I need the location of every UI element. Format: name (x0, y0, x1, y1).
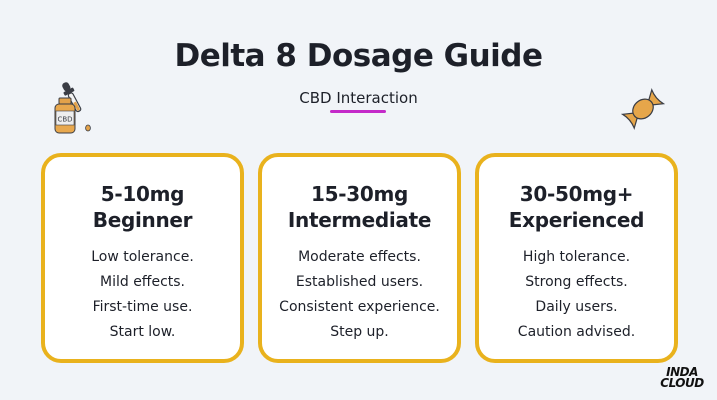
card-dose: 5-10mg (100, 182, 185, 206)
card-dose: 30-50mg+ (519, 182, 634, 206)
card-line: Low tolerance. (91, 249, 194, 265)
card-line: Start low. (109, 324, 176, 340)
card-dose: 15-30mg (310, 182, 409, 206)
dosage-card-beginner: 5-10mg Beginner Low tolerance. Mild effe… (41, 153, 244, 363)
card-line: Moderate effects. (298, 249, 421, 265)
page-subtitle: CBD Interaction (299, 89, 418, 107)
card-line: Step up. (330, 324, 389, 340)
subtitle-underline (330, 110, 386, 113)
card-level: Beginner (92, 208, 193, 232)
card-level: Intermediate (287, 208, 432, 232)
candy-icon (620, 88, 666, 130)
card-line: Consistent experience. (279, 299, 440, 315)
card-line: Mild effects. (100, 274, 185, 290)
cbd-dropper-bottle-icon: CBD (54, 82, 91, 134)
card-line: Established users. (295, 274, 424, 290)
card-level: Experienced (508, 208, 645, 232)
card-line: High tolerance. (522, 249, 631, 265)
brand-logo-line1: INDA (666, 365, 698, 379)
dosage-card-intermediate: 15-30mg Intermediate Moderate effects. E… (258, 153, 461, 363)
brand-logo: INDA CLOUD (652, 365, 712, 390)
card-line: Caution advised. (517, 324, 636, 340)
svg-text:CBD: CBD (57, 116, 72, 124)
page-title: Delta 8 Dosage Guide (174, 38, 543, 74)
brand-logo-line2: CLOUD (660, 376, 704, 390)
card-line: Daily users. (535, 299, 618, 315)
dosage-card-experienced: 30-50mg+ Experienced High tolerance. Str… (475, 153, 678, 363)
card-line: Strong effects. (525, 274, 628, 290)
card-line: First-time use. (92, 299, 193, 315)
